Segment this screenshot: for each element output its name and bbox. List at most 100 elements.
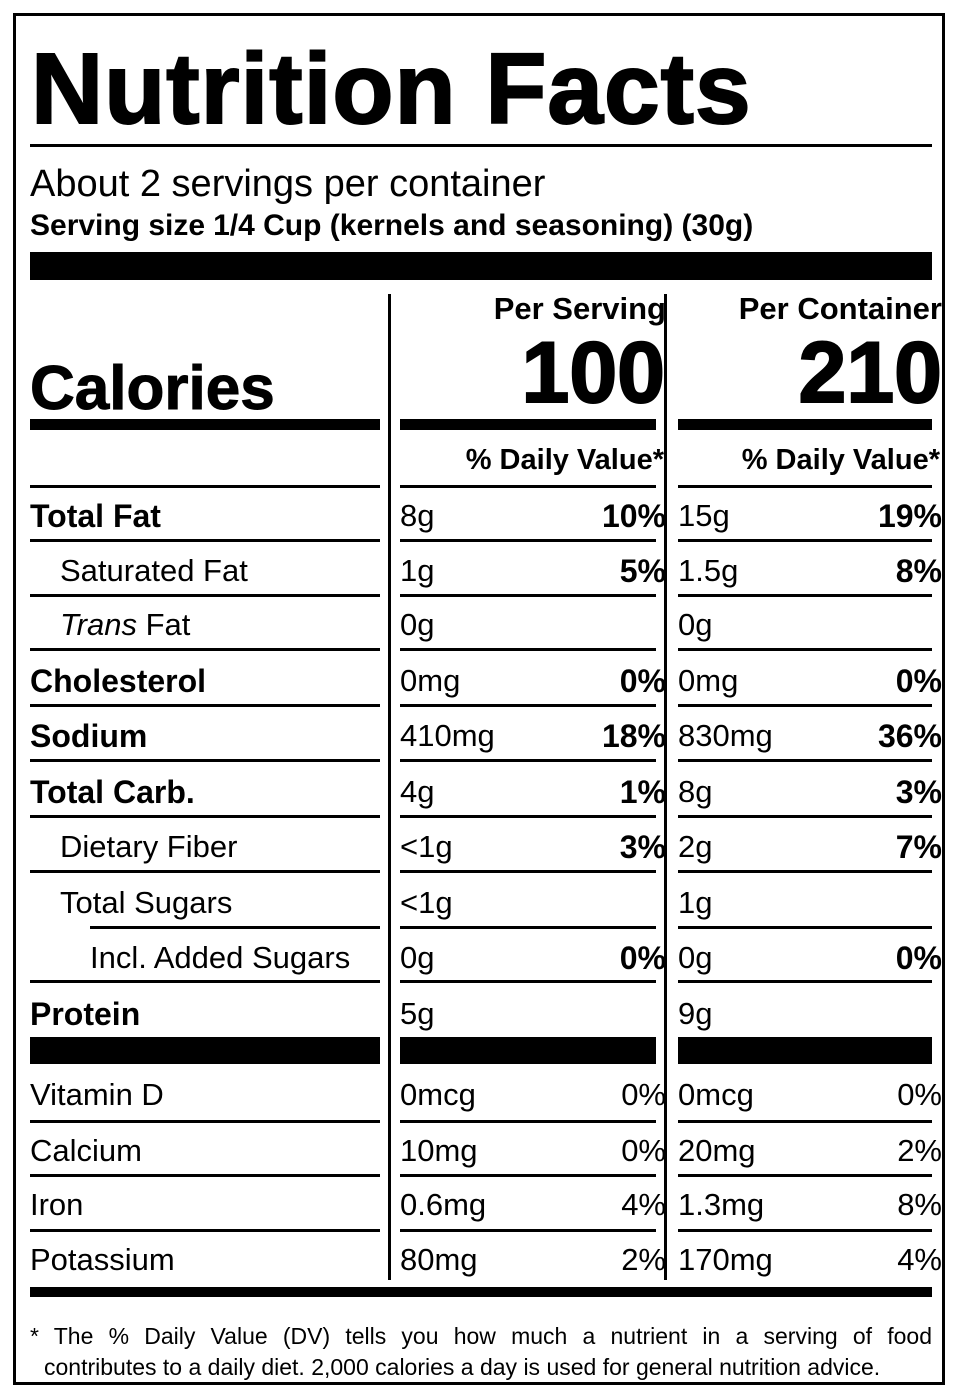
serving-amount-vitamin-d: 0mcg (400, 1077, 476, 1112)
vitamins-thick-bar (400, 1037, 656, 1064)
footnote-line-2: contributes to a daily diet. 2,000 calor… (44, 1354, 881, 1380)
nutrient-name-total-carb: Total Carb. (30, 774, 195, 810)
container-amount-total-sugars: 1g (678, 885, 713, 920)
serving-amount-cholesterol: 0mg (400, 663, 461, 698)
serving-size-label: Serving size (30, 209, 206, 242)
nutrient-name-trans-fat: Trans Fat (60, 605, 190, 645)
footer-thick-bar (30, 1287, 932, 1297)
serving-amount-trans-fat: 0g (400, 607, 435, 642)
row-rule (30, 539, 380, 542)
per-serving-header: Per Serving (493, 291, 666, 326)
container-dv-added-sugars: 0% (895, 940, 942, 976)
row-rule (30, 980, 380, 983)
row-rule (90, 926, 380, 929)
vitamins-thick-bar (678, 1037, 932, 1064)
serving-amount-dietary-fiber: <1g (400, 829, 453, 864)
row-rule (400, 704, 656, 707)
nutrient-name-cholesterol: Cholesterol (30, 663, 207, 699)
nutrient-name-dietary-fiber: Dietary Fiber (60, 829, 238, 864)
container-dv-dietary-fiber: 7% (895, 829, 942, 865)
nutrient-name-potassium: Potassium (30, 1242, 175, 1277)
row-rule (30, 648, 380, 651)
calories-rule-container (678, 419, 932, 430)
nutrient-name-protein: Protein (30, 996, 141, 1032)
dv-header-container: % Daily Value* (741, 444, 940, 476)
nutrient-name-calcium: Calcium (30, 1133, 142, 1168)
serving-dv-added-sugars: 0% (619, 940, 666, 976)
serving-dv-iron: 4% (621, 1187, 666, 1222)
container-amount-protein: 9g (678, 996, 713, 1031)
row-rule (400, 648, 656, 651)
serving-dv-dietary-fiber: 3% (619, 829, 666, 865)
row-rule (30, 704, 380, 707)
per-container-header: Per Container (738, 291, 942, 326)
row-rule (678, 539, 932, 542)
row-rule (678, 815, 932, 818)
nutrient-name-saturated-fat: Saturated Fat (60, 553, 248, 588)
container-amount-total-fat: 15g (678, 498, 730, 533)
calories-rule-serving (400, 419, 656, 430)
row-rule (678, 870, 932, 873)
row-rule (400, 980, 656, 983)
row-rule (678, 926, 932, 929)
serving-amount-sodium: 410mg (400, 718, 495, 753)
serving-amount-total-carb: 4g (400, 774, 435, 809)
container-dv-vitamin-d: 0% (897, 1077, 942, 1112)
container-dv-sodium: 36% (877, 718, 942, 754)
row-rule (678, 648, 932, 651)
nutrient-name-total-sugars: Total Sugars (60, 885, 233, 920)
row-rule (400, 870, 656, 873)
row-rule (400, 539, 656, 542)
row-rule (400, 759, 656, 762)
container-dv-cholesterol: 0% (895, 663, 942, 699)
serving-dv-total-fat: 10% (601, 498, 666, 534)
container-amount-trans-fat: 0g (678, 607, 713, 642)
nutrient-name-sodium: Sodium (30, 718, 148, 754)
label-title: Nutrition Facts (30, 32, 752, 146)
container-amount-dietary-fiber: 2g (678, 829, 713, 864)
row-rule (30, 870, 380, 873)
row-rule (30, 1120, 380, 1123)
row-rule (678, 1174, 932, 1177)
serving-dv-total-carb: 1% (619, 774, 666, 810)
servings-per-container: About 2 servings per container (30, 163, 546, 205)
vitamins-thick-bar (30, 1037, 380, 1064)
container-amount-total-carb: 8g (678, 774, 713, 809)
column-divider-2 (664, 294, 667, 1280)
row-rule (30, 594, 380, 597)
container-dv-total-carb: 3% (895, 774, 942, 810)
serving-amount-protein: 5g (400, 996, 435, 1031)
calories-rule-name (30, 419, 380, 430)
container-dv-iron: 8% (897, 1187, 942, 1222)
serving-dv-sodium: 18% (601, 718, 666, 754)
serving-amount-iron: 0.6mg (400, 1187, 487, 1222)
container-amount-calcium: 20mg (678, 1133, 756, 1168)
row-rule (678, 1229, 932, 1232)
container-dv-total-fat: 19% (877, 498, 942, 534)
calories-per-container: 210 (798, 324, 943, 422)
row-rule (30, 815, 380, 818)
row-rule (30, 1229, 380, 1232)
serving-amount-potassium: 80mg (400, 1242, 478, 1277)
dv-header-rule (400, 485, 656, 488)
title-rule (30, 144, 932, 147)
nutrient-name-iron: Iron (30, 1187, 84, 1222)
serving-dv-saturated-fat: 5% (619, 553, 666, 589)
container-amount-cholesterol: 0mg (678, 663, 739, 698)
row-rule (678, 704, 932, 707)
container-amount-added-sugars: 0g (678, 940, 713, 975)
container-amount-potassium: 170mg (678, 1242, 773, 1277)
row-rule (678, 594, 932, 597)
nutrient-name-rest: Fat (136, 607, 191, 642)
row-rule (678, 1120, 932, 1123)
nutrient-name-italic: Trans (60, 607, 137, 642)
container-dv-potassium: 4% (897, 1242, 942, 1277)
footnote: * The % Daily Value (DV) tells you how m… (30, 1321, 932, 1383)
serving-dv-cholesterol: 0% (619, 663, 666, 699)
calories-per-serving: 100 (521, 324, 666, 422)
dv-header-rule (678, 485, 932, 488)
container-amount-iron: 1.3mg (678, 1187, 765, 1222)
calories-label: Calories (30, 354, 276, 424)
serving-size-value: 1/4 Cup (kernels and seasoning) (30g) (213, 209, 754, 242)
serving-dv-calcium: 0% (621, 1133, 666, 1168)
